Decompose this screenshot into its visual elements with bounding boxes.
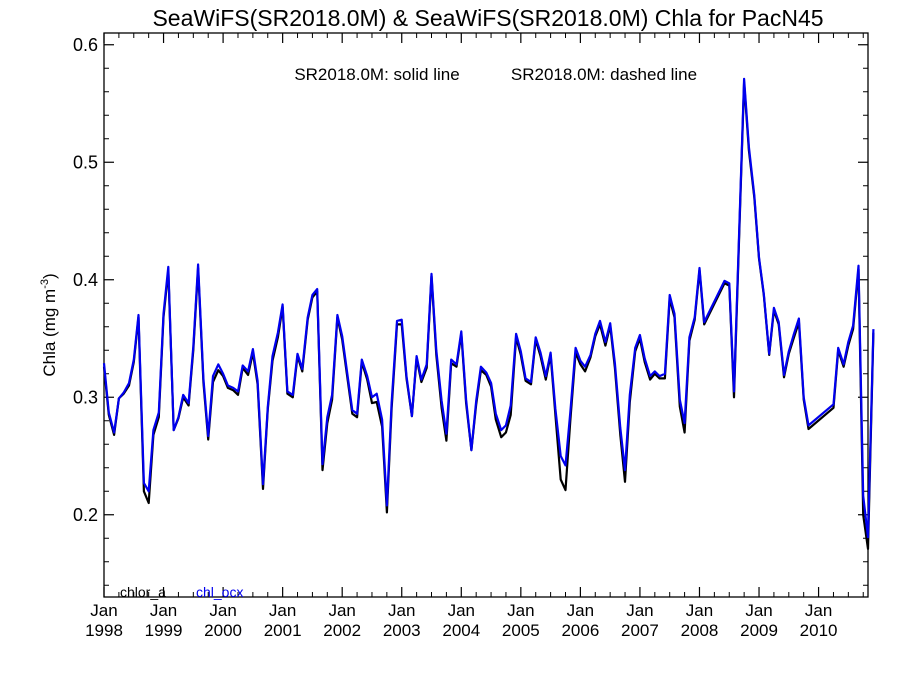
series-layer (102, 77, 875, 550)
y-axis-label-main: Chla (mg m (40, 289, 59, 377)
x-tick-year-label: 2010 (800, 621, 838, 640)
x-tick-month-label: Jan (686, 601, 713, 620)
y-axis-ticks: 0.2 0.3 0.4 0.5 0.6 (73, 35, 868, 586)
x-tick-year-label: 2009 (740, 621, 778, 640)
plot-frame (103, 32, 869, 598)
y-tick-label: 0.3 (73, 387, 98, 407)
x-tick-month-label: Jan (150, 601, 177, 620)
dashed-line-annotation: SR2018.0M: dashed line (511, 65, 697, 84)
series-line-chlor-a (102, 81, 875, 550)
x-tick-month-label: Jan (745, 601, 772, 620)
x-tick-year-label: 2005 (502, 621, 540, 640)
series-line-chl-ocx (102, 77, 875, 539)
x-tick-year-label: 2003 (383, 621, 421, 640)
x-tick-month-label: Jan (269, 601, 296, 620)
x-tick-month-label: Jan (388, 601, 415, 620)
x-tick-month-label: Jan (507, 601, 534, 620)
x-tick-year-label: 2006 (561, 621, 599, 640)
x-tick-year-label: 2007 (621, 621, 659, 640)
x-tick-month-label: Jan (448, 601, 475, 620)
y-axis-label: Chla (mg m-3) (39, 273, 59, 376)
x-tick-month-label: Jan (567, 601, 594, 620)
y-tick-label: 0.6 (73, 35, 98, 55)
x-tick-month-label: Jan (328, 601, 355, 620)
x-tick-month-label: Jan (626, 601, 653, 620)
solid-line-annotation: SR2018.0M: solid line (294, 65, 459, 84)
x-tick-year-label: 2000 (204, 621, 242, 640)
y-axis-label-close: ) (40, 273, 59, 279)
x-tick-month-label: Jan (805, 601, 832, 620)
x-tick-year-label: 1998 (85, 621, 123, 640)
x-tick-month-label: Jan (209, 601, 236, 620)
x-axis-ticks: Jan1998Jan1999Jan2000Jan2001Jan2002Jan20… (85, 33, 864, 640)
x-tick-year-label: 1999 (145, 621, 183, 640)
x-tick-year-label: 2001 (264, 621, 302, 640)
plot-border (103, 32, 869, 598)
legend-chl-ocx: chl_ocx (196, 584, 243, 600)
x-tick-year-label: 2008 (681, 621, 719, 640)
legend-chlor-a: chlor_a (120, 584, 166, 600)
y-tick-label: 0.2 (73, 505, 98, 525)
x-tick-year-label: 2002 (323, 621, 361, 640)
y-axis-label-superscript: -3 (39, 279, 51, 289)
x-tick-year-label: 2004 (442, 621, 480, 640)
chart-title: SeaWiFS(SR2018.0M) & SeaWiFS(SR2018.0M) … (152, 5, 823, 31)
y-tick-label: 0.5 (73, 152, 98, 172)
x-tick-month-label: Jan (90, 601, 117, 620)
y-tick-label: 0.4 (73, 270, 98, 290)
